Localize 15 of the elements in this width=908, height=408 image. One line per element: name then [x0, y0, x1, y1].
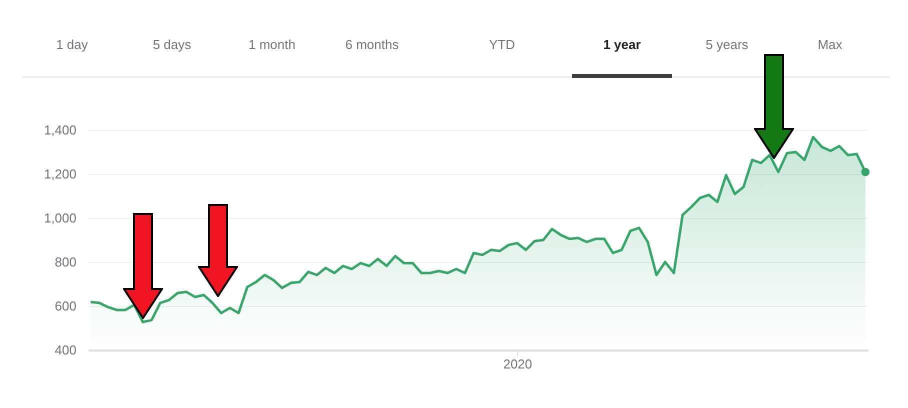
y-tick-label: 1,000	[44, 210, 76, 226]
text: 1 day	[56, 37, 88, 52]
text: Max	[818, 37, 842, 52]
y-tick-label: 1,200	[44, 166, 76, 182]
x-tick-label: 2020	[503, 356, 532, 372]
text: 6 months	[345, 37, 399, 52]
text: 1 month	[248, 37, 296, 52]
y-tick-label: 800	[54, 254, 76, 270]
y-tick-label: 400	[54, 342, 76, 358]
y-tick-label: 600	[54, 298, 76, 314]
text: 1 year	[603, 37, 641, 52]
y-tick-label: 1,400	[44, 122, 76, 138]
text: YTD	[489, 37, 515, 52]
text: 5 days	[152, 37, 192, 52]
text: 5 years	[706, 37, 748, 52]
